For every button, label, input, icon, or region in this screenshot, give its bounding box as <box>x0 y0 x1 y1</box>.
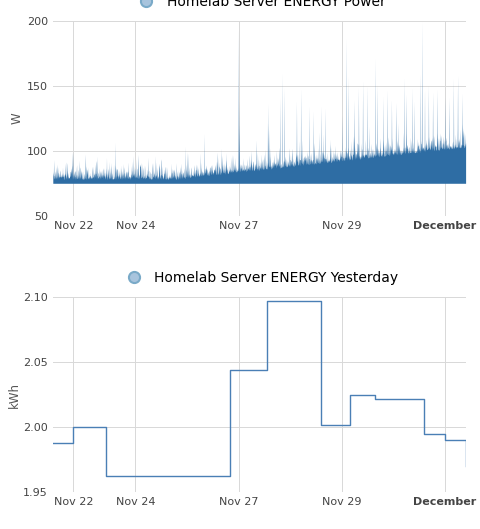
Legend: Homelab Server ENERGY Yesterday: Homelab Server ENERGY Yesterday <box>114 266 404 290</box>
Legend: Homelab Server ENERGY Power: Homelab Server ENERGY Power <box>127 0 392 14</box>
Y-axis label: kWh: kWh <box>7 382 21 408</box>
Y-axis label: W: W <box>11 113 24 124</box>
